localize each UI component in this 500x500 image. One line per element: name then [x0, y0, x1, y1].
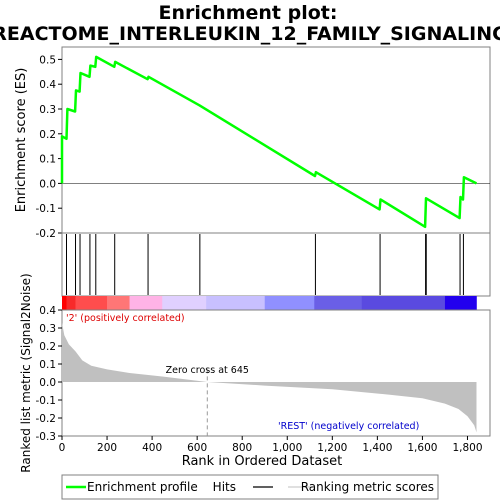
metric-y-tick-label: -0.2 [36, 413, 57, 425]
negative-correlation-label: 'REST' (negatively correlated) [278, 421, 419, 432]
legend-label: Hits [213, 480, 236, 494]
x-tick-label: 0 [59, 442, 66, 454]
x-tick-label: 1,200 [317, 442, 347, 454]
x-tick-label: 400 [142, 442, 162, 454]
metric-y-tick-label: 0.4 [39, 305, 56, 317]
chart-title-line1: Enrichment plot: [159, 2, 338, 24]
heatmap-segment [361, 296, 446, 310]
metric-y-tick-label: -0.1 [36, 395, 57, 407]
heatmap-segment [107, 296, 130, 310]
x-tick-label: 600 [187, 442, 207, 454]
ranking-metric-area [62, 322, 477, 433]
es-y-tick-label: 0.4 [39, 79, 56, 91]
heatmap-segment [206, 296, 266, 310]
es-y-tick-label: 0.0 [39, 178, 56, 190]
es-y-ticks: 0.5 0.4 0.3 0.2 0.1 0.0 -0.1 -0.2 [36, 54, 62, 240]
heatmap-segment [162, 296, 207, 310]
legend: Enrichment profile Hits Ranking metric sco… [66, 480, 434, 494]
es-y-tick-label: 0.2 [39, 129, 56, 141]
legend-label: Ranking metric scores [301, 480, 434, 494]
positive-correlation-label: '2' (positively correlated) [66, 313, 185, 324]
heatmap-segment [75, 296, 108, 310]
es-y-tick-label: -0.1 [36, 203, 57, 215]
chart-title-line2: REACTOME_INTERLEUKIN_12_FAMILY_SIGNALING [0, 23, 500, 45]
x-tick-label: 1,800 [452, 442, 482, 454]
legend-label: Enrichment profile [87, 480, 198, 494]
heatmap-segment [62, 296, 67, 310]
x-tick-label: 1,600 [407, 442, 437, 454]
x-axis-label: Rank in Ordered Dataset [182, 454, 343, 469]
es-y-axis-label: Enrichment score (ES) [14, 68, 29, 213]
legend-box [61, 474, 439, 500]
metric-y-tick-label: -0.3 [36, 431, 57, 443]
heatmap-segment [264, 296, 315, 310]
heatmap-segment [129, 296, 163, 310]
zero-cross-label: Zero cross at 645 [166, 365, 249, 376]
hit-markers [66, 234, 464, 295]
heatmap-segment [66, 296, 76, 310]
es-panel-frame [61, 46, 491, 234]
es-y-tick-label: -0.2 [36, 228, 57, 240]
es-y-tick-label: 0.3 [39, 104, 56, 116]
heatmap-segment [444, 296, 477, 310]
metric-y-tick-label: 0.2 [39, 341, 56, 353]
es-y-tick-label: 0.5 [39, 54, 56, 66]
enrichment-profile-line [60, 55, 478, 229]
x-tick-label: 1,400 [362, 442, 392, 454]
metric-y-axis-label: Ranked list metric (Signal2Noise) [19, 273, 33, 472]
x-tick-label: 200 [97, 442, 117, 454]
x-axis-ticks: 0 200 400 600 800 1,000 1,200 1,400 1,600 1,800 [59, 436, 483, 454]
metric-y-tick-label: 0.0 [39, 377, 56, 389]
metric-y-tick-label: 0.1 [39, 359, 56, 371]
metric-y-tick-label: 0.3 [39, 323, 56, 335]
metric-panel-frame [61, 309, 491, 437]
x-tick-label: 800 [232, 442, 252, 454]
x-tick-label: 1,000 [272, 442, 302, 454]
metric-y-ticks: 0.4 0.3 0.2 0.1 0.0 -0.1 -0.2 -0.3 [36, 305, 62, 443]
rank-heatmap-bar [62, 296, 477, 310]
heatmap-segment [314, 296, 362, 310]
es-y-tick-label: 0.1 [39, 154, 56, 166]
hits-panel-frame [61, 232, 491, 297]
